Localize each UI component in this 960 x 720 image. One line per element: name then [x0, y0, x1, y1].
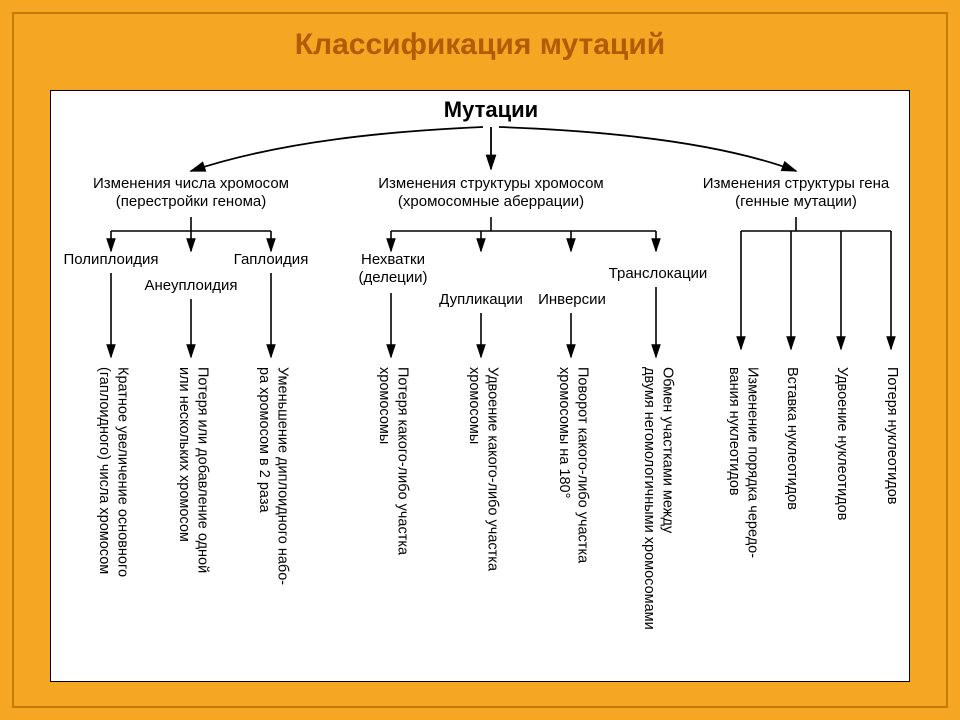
node-B2: Дупликации: [431, 291, 531, 309]
node-A2: Анеуплоидия: [139, 277, 243, 295]
leaf-L1: Кратное увеличение основного(гаплоидного…: [95, 367, 131, 577]
leaf-L7: Обмен участками междудвумя негомологичны…: [640, 367, 676, 630]
leaf-L6: Поворот какого-либо участкахромосомы на …: [555, 367, 591, 563]
node-A: Изменения числа хромосом(перестройки ген…: [71, 175, 311, 210]
leaf-L9: Вставка нуклеотидов: [783, 367, 801, 510]
node-C: Изменения структуры гена(генные мутации): [686, 175, 906, 210]
node-A3: Гаплоидия: [229, 251, 313, 269]
leaf-L8: Изменение порядка чередо-вания нуклеотид…: [725, 367, 761, 558]
node-B1: Нехватки(делеции): [351, 251, 435, 286]
leaf-L2: Потеря или добавление однойили нескольки…: [175, 367, 211, 573]
node-B: Изменения структуры хромосом(хромосомные…: [361, 175, 621, 210]
leaf-L11: Потеря нуклеотидов: [883, 367, 901, 505]
page-title: Классификация мутаций: [14, 14, 946, 74]
leaf-L5: Удвоение какого-либо участкахромосомы: [465, 367, 501, 571]
root-node: Мутации: [406, 97, 576, 123]
node-B4: Транслокации: [603, 265, 713, 283]
node-A1: Полиплоидия: [59, 251, 163, 269]
leaf-L4: Потеря какого-либо участкахромосомы: [375, 367, 411, 555]
diagram-panel: Мутации Изменения числа хромосом(перестр…: [50, 90, 910, 682]
node-B3: Инверсии: [531, 291, 613, 309]
leaf-L3: Уменьшение диплоидного набо-ра хромосом …: [255, 367, 291, 585]
leaf-L10: Удвоение нуклеотидов: [833, 367, 851, 520]
outer-frame: Классификация мутаций Мутации Изменения …: [12, 12, 948, 708]
